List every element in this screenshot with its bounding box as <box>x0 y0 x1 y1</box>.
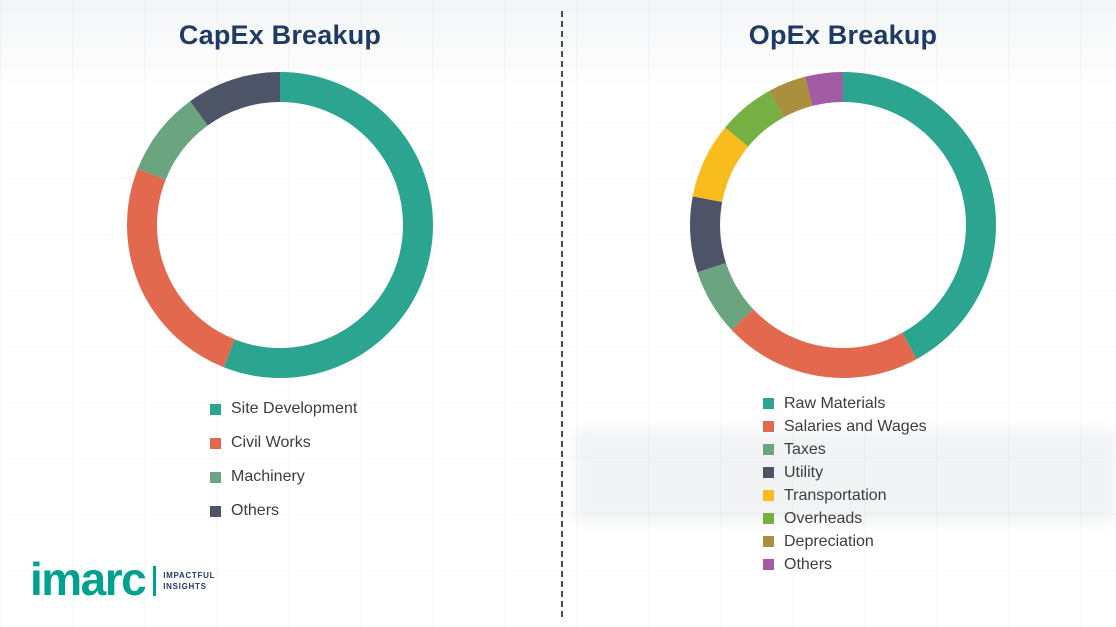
imarc-logo: imarc IMPACTFUL INSIGHTS <box>30 556 215 602</box>
legend-item: Taxes <box>763 438 1083 461</box>
legend-swatch <box>763 421 774 432</box>
capex-donut-chart <box>127 72 433 378</box>
legend-label: Others <box>784 555 833 573</box>
legend-item: Raw Materials <box>763 392 1083 415</box>
opex-legend: Raw Materials Salaries and Wages Taxes Util… <box>763 392 1083 576</box>
donut-segment <box>127 72 433 378</box>
donut-segment <box>690 72 996 378</box>
donut-segment <box>690 72 996 378</box>
legend-swatch <box>210 505 221 517</box>
legend-item: Others <box>210 494 530 528</box>
legend-swatch <box>763 536 774 547</box>
logo-tagline-line1: IMPACTFUL <box>163 570 216 580</box>
legend-swatch <box>210 471 221 483</box>
legend-label: Utility <box>784 463 824 481</box>
legend-item: Civil Works <box>210 426 530 460</box>
legend-item: Utility <box>763 461 1083 484</box>
legend-item: Others <box>763 553 1083 576</box>
logo-tagline: IMPACTFUL INSIGHTS <box>163 570 215 592</box>
legend-label: Machinery <box>231 468 305 485</box>
legend-label: Raw Materials <box>784 394 886 412</box>
legend-label: Transportation <box>784 486 887 504</box>
legend-swatch <box>210 437 221 449</box>
legend-item: Salaries and Wages <box>763 415 1083 438</box>
legend-item: Site Development <box>210 392 530 426</box>
legend-label: Taxes <box>784 440 826 458</box>
donut-segment <box>127 72 433 378</box>
legend-item: Transportation <box>763 484 1083 507</box>
legend-swatch <box>763 513 774 524</box>
legend-item: Overheads <box>763 507 1083 530</box>
capex-legend: Site Development Civil Works Machinery Othe… <box>210 392 530 528</box>
legend-label: Civil Works <box>231 434 311 451</box>
legend-item: Machinery <box>210 460 530 494</box>
opex-title: OpEx Breakup <box>748 20 938 50</box>
legend-label: Site Development <box>231 400 358 417</box>
legend-label: Overheads <box>784 509 863 527</box>
legend-swatch <box>763 467 774 478</box>
legend-swatch <box>763 398 774 409</box>
donut-segment <box>690 72 996 378</box>
legend-swatch <box>763 559 774 570</box>
logo-divider-bar <box>153 566 157 596</box>
legend-swatch <box>210 403 221 415</box>
legend-label: Salaries and Wages <box>784 417 927 435</box>
legend-swatch <box>763 490 774 501</box>
legend-item: Depreciation <box>763 530 1083 553</box>
legend-label: Depreciation <box>784 532 874 550</box>
imarc-wordmark: imarc <box>30 553 147 605</box>
legend-label: Others <box>231 502 280 519</box>
opex-donut-chart <box>690 72 996 378</box>
divider-dashed-line <box>561 11 563 617</box>
legend-swatch <box>763 444 774 455</box>
logo-tagline-line2: INSIGHTS <box>163 582 207 591</box>
capex-title: CapEx Breakup <box>178 20 382 50</box>
